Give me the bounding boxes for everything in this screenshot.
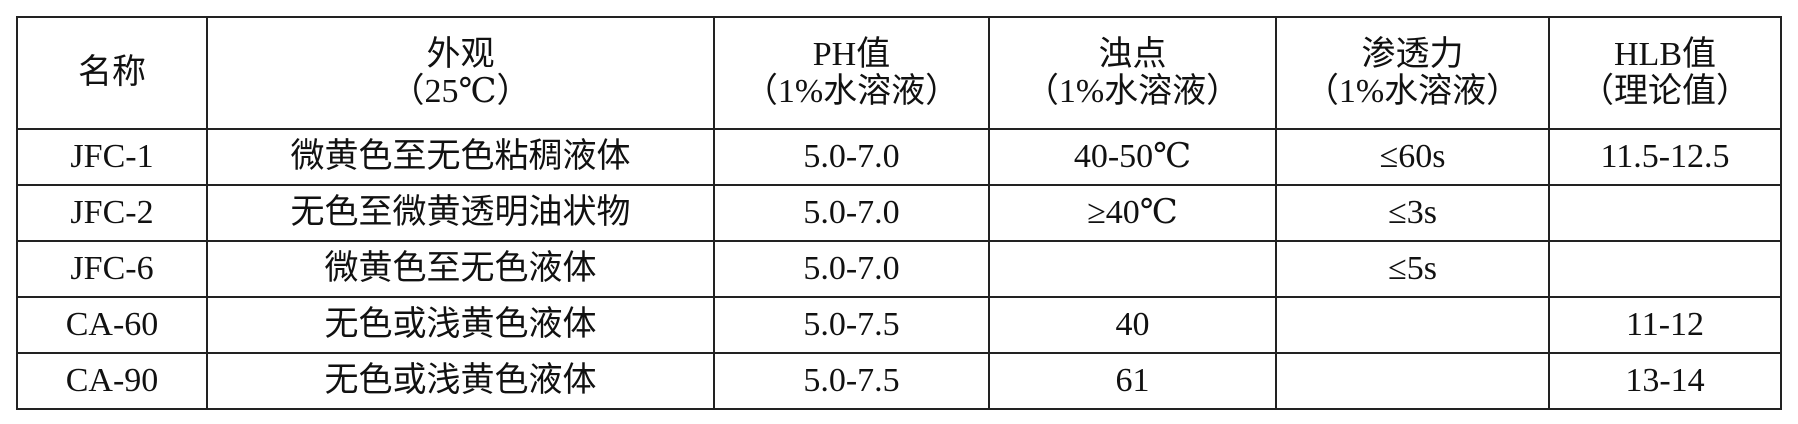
table-cell: 5.0-7.5 (713, 352, 990, 410)
table-cell: 61 (988, 352, 1277, 410)
table-cell (1275, 296, 1550, 354)
table-cell: 5.0-7.0 (713, 184, 990, 242)
table-cell (1548, 240, 1782, 298)
table-cell: 5.0-7.5 (713, 296, 990, 354)
table-cell: ≤3s (1275, 184, 1550, 242)
header-text: （理论值） (1580, 73, 1750, 110)
header-cell: 浊点 （1%水溶液） (988, 16, 1277, 130)
table-row: CA-60 无色或浅黄色液体 5.0-7.5 40 11-12 (16, 296, 1782, 354)
table-cell: 5.0-7.0 (713, 240, 990, 298)
table-cell: 无色或浅黄色液体 (206, 352, 715, 410)
table-cell: 5.0-7.0 (713, 128, 990, 186)
header-text: （1%水溶液） (1024, 73, 1241, 110)
header-text: （1%水溶液） (1304, 73, 1521, 110)
table-row: JFC-6 微黄色至无色液体 5.0-7.0 ≤5s (16, 240, 1782, 298)
table-cell: 11-12 (1548, 296, 1782, 354)
table-cell: 无色至微黄透明油状物 (206, 184, 715, 242)
header-cell: 名称 (16, 16, 208, 130)
table-row: CA-90 无色或浅黄色液体 5.0-7.5 61 13-14 (16, 352, 1782, 410)
header-text: HLB值 (1614, 35, 1716, 73)
table-cell: 微黄色至无色液体 (206, 240, 715, 298)
data-table: 名称 外观 （25℃） PH值 （1%水溶液） 浊点 （1%水溶液） 渗透力 （1%水溶液） HL… (16, 16, 1782, 410)
table-cell (988, 240, 1277, 298)
header-text: 外观 (426, 35, 495, 73)
header-text: 浊点 (1098, 35, 1167, 73)
table-cell: ≥40℃ (988, 184, 1277, 242)
table-cell: CA-90 (16, 352, 208, 410)
header-cell: HLB值 （理论值） (1548, 16, 1782, 130)
table-cell: CA-60 (16, 296, 208, 354)
table-cell: JFC-1 (16, 128, 208, 186)
header-text: 渗透力 (1361, 35, 1464, 73)
table-row: JFC-1 微黄色至无色粘稠液体 5.0-7.0 40-50℃ ≤60s 11.5-12.… (16, 128, 1782, 186)
table-row: JFC-2 无色至微黄透明油状物 5.0-7.0 ≥40℃ ≤3s (16, 184, 1782, 242)
header-text: （25℃） (390, 73, 531, 110)
header-cell: 渗透力 （1%水溶液） (1275, 16, 1550, 130)
table-cell: 40-50℃ (988, 128, 1277, 186)
table-cell: 13-14 (1548, 352, 1782, 410)
table-body: JFC-1 微黄色至无色粘稠液体 5.0-7.0 40-50℃ ≤60s 11.5-12.… (16, 128, 1782, 410)
header-row: 名称 外观 （25℃） PH值 （1%水溶液） 浊点 （1%水溶液） 渗透力 （1%水溶液） HL… (16, 16, 1782, 130)
header-text: PH值 (812, 35, 891, 73)
table-cell: 11.5-12.5 (1548, 128, 1782, 186)
table-cell (1275, 352, 1550, 410)
table-cell (1548, 184, 1782, 242)
table-cell: 微黄色至无色粘稠液体 (206, 128, 715, 186)
table-cell: JFC-6 (16, 240, 208, 298)
header-cell: PH值 （1%水溶液） (713, 16, 990, 130)
table-cell: JFC-2 (16, 184, 208, 242)
table-cell: 40 (988, 296, 1277, 354)
header-text: （1%水溶液） (743, 73, 960, 110)
table-cell: 无色或浅黄色液体 (206, 296, 715, 354)
header-text: 名称 (78, 54, 146, 92)
table-cell: ≤60s (1275, 128, 1550, 186)
table-cell: ≤5s (1275, 240, 1550, 298)
header-cell: 外观 （25℃） (206, 16, 715, 130)
